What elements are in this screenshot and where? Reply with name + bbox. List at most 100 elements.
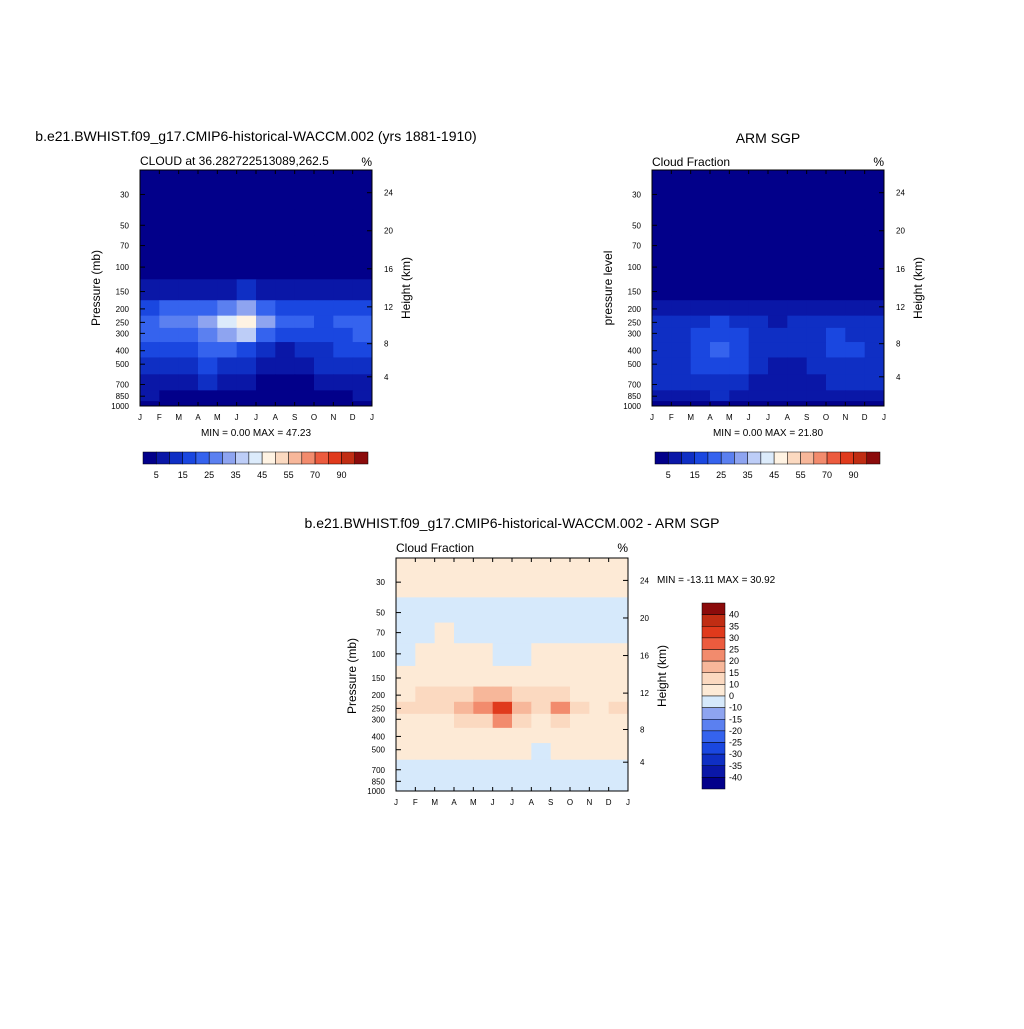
heatmap-cell (294, 374, 315, 391)
colorbar-swatch (694, 451, 709, 465)
heatmap-cell (178, 315, 199, 329)
heatmap-cell (864, 300, 884, 317)
colorbar-swatch (701, 684, 726, 697)
colorbar-label: -15 (729, 714, 742, 724)
heatmap-cells (396, 558, 628, 791)
heatmap-cell (550, 775, 571, 787)
heatmap-cell (864, 235, 884, 257)
heatmap-cell (159, 235, 180, 257)
heatmap-cell (748, 300, 769, 317)
heatmap-cell (415, 701, 436, 715)
panel-obs-ylabel: pressure level (601, 251, 615, 326)
y2-tick-label: 4 (896, 373, 901, 382)
heatmap-cell (768, 390, 788, 402)
y-tick-label: 700 (628, 380, 642, 389)
heatmap-cell (806, 209, 827, 237)
heatmap-cell (492, 759, 513, 777)
x-tick-label: A (529, 798, 535, 807)
heatmap-cell (787, 170, 808, 211)
y-tick-label: 300 (628, 329, 642, 338)
heatmap-cell (768, 209, 788, 237)
heatmap-cell (652, 315, 672, 329)
heatmap-cell (352, 327, 372, 343)
heatmap-cell (178, 300, 199, 317)
panel-model-y2label: Height (km) (399, 257, 413, 319)
heatmap-cell (512, 786, 532, 791)
y-tick-label: 50 (376, 609, 385, 618)
heatmap-cell (608, 643, 628, 667)
heatmap-cell (570, 701, 590, 715)
heatmap-cell (256, 357, 276, 375)
x-tick-label: F (413, 798, 418, 807)
heatmap-cell (140, 209, 160, 237)
heatmap-cell (396, 775, 416, 787)
heatmap-cell (729, 256, 750, 280)
heatmap-cell (806, 401, 827, 406)
heatmap-cell (140, 390, 160, 402)
heatmap-cell (589, 622, 610, 644)
colorbar-label: -20 (729, 726, 742, 736)
heatmap-cell (845, 342, 866, 359)
heatmap-cell (492, 786, 513, 791)
colorbar-swatch (681, 451, 695, 465)
heatmap-cell (710, 256, 730, 280)
colorbar-swatch (701, 707, 726, 720)
heatmap-cell (729, 170, 750, 211)
heatmap-cell (396, 713, 416, 729)
heatmap-cell (690, 374, 711, 391)
y-tick-label: 150 (372, 674, 386, 683)
heatmap-cell (806, 300, 827, 317)
colorbar-swatch (720, 451, 735, 465)
heatmap-cell (236, 256, 257, 280)
x-tick-label: D (350, 413, 356, 422)
heatmap-cell (531, 686, 552, 703)
x-tick-label: J (491, 798, 495, 807)
heatmap-cell (415, 558, 436, 598)
x-tick-label: A (785, 413, 791, 422)
heatmap-cell (589, 743, 610, 761)
colorbar-swatch (800, 451, 815, 465)
heatmap-cell (748, 390, 769, 402)
heatmap-cell (159, 170, 180, 211)
heatmap-cell (473, 759, 494, 777)
heatmap-cell (473, 743, 494, 761)
heatmap-cell (454, 713, 474, 729)
x-tick-label: A (273, 413, 279, 422)
colorbar-label: -25 (729, 738, 742, 748)
heatmap-cell (294, 401, 315, 406)
heatmap-cell (473, 727, 494, 744)
heatmap-cell (845, 235, 866, 257)
colorbar-swatch (341, 451, 356, 465)
heatmap-cell (294, 209, 315, 237)
y2-tick-label: 12 (896, 303, 905, 312)
panel-obs-minmax: MIN = 0.00 MAX = 21.80 (713, 428, 823, 439)
heatmap-cell (652, 401, 672, 406)
heatmap-cell (864, 342, 884, 359)
y2-tick-label: 20 (384, 227, 393, 236)
heatmap-cell (864, 390, 884, 402)
heatmap-cell (652, 279, 672, 301)
heatmap-cell (140, 170, 160, 211)
heatmap-cell (787, 235, 808, 257)
heatmap-cell (256, 170, 276, 211)
heatmap-cell (140, 327, 160, 343)
heatmap-cell (531, 713, 552, 729)
heatmap-cell (531, 622, 552, 644)
x-tick-label: J (626, 798, 630, 807)
heatmap-cell (671, 300, 692, 317)
heatmap-cells (140, 170, 372, 406)
y-tick-label: 500 (628, 360, 642, 369)
heatmap-cell (710, 401, 730, 406)
heatmap-cell (492, 775, 513, 787)
heatmap-cell (314, 170, 334, 211)
heatmap-cell (589, 597, 610, 624)
heatmap-cell (608, 558, 628, 598)
colorbar-swatch (701, 637, 726, 650)
heatmap-cell (198, 401, 218, 406)
heatmap-cell (729, 235, 750, 257)
heatmap-cell (217, 401, 238, 406)
heatmap-cell (473, 713, 494, 729)
colorbar-label: 5 (154, 470, 159, 480)
heatmap-cell (140, 279, 160, 301)
heatmap-cell (473, 597, 494, 624)
